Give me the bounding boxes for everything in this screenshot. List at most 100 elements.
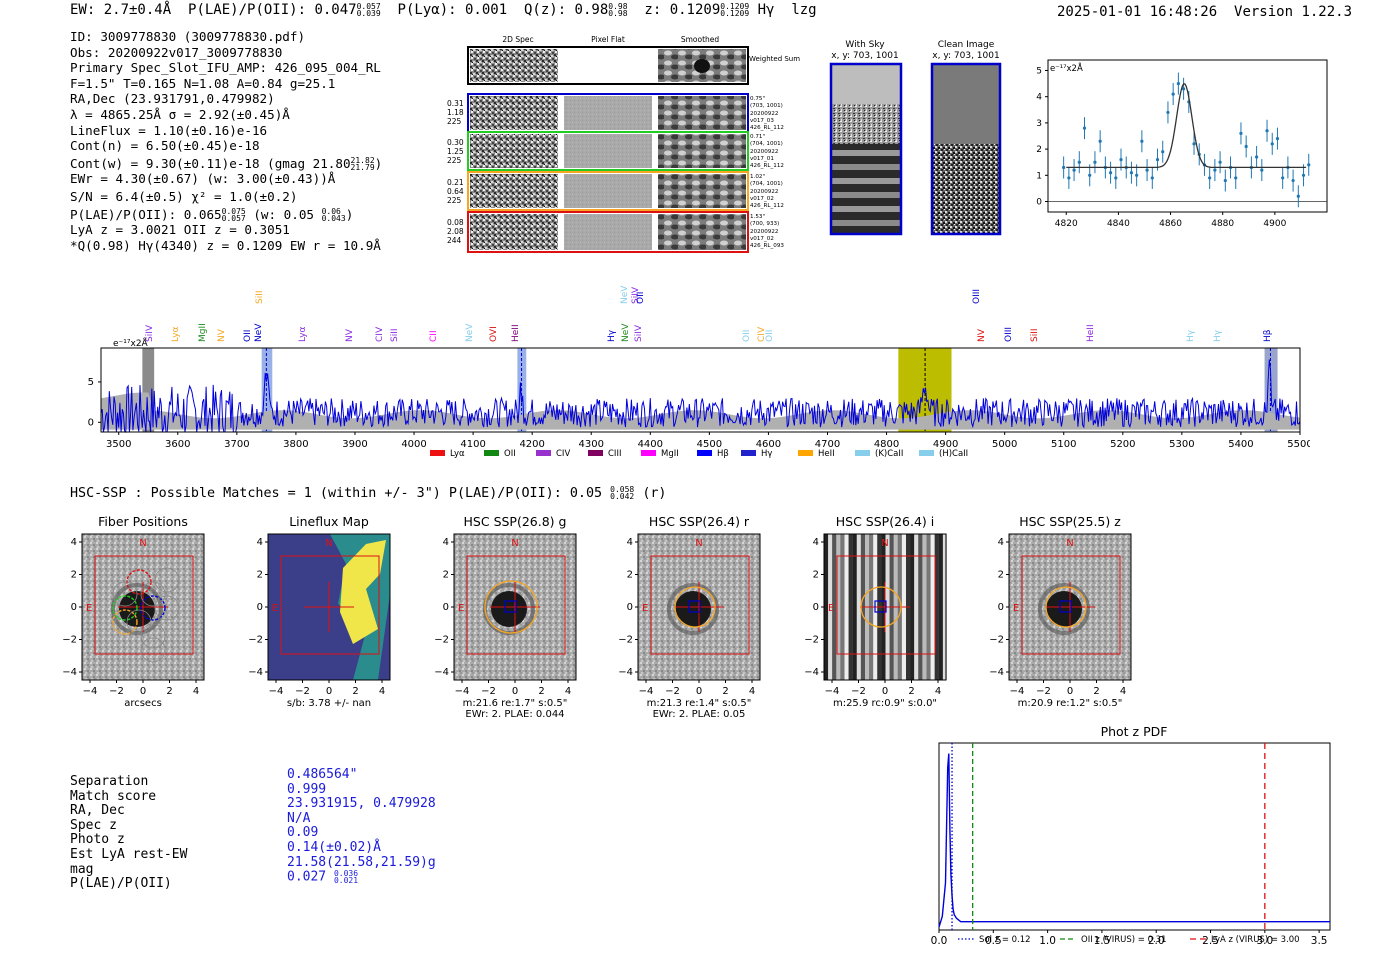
header-plae-sup: 0.057 [356,2,381,11]
photz-xticks: 0.0 0.5 1.0 1.5 2.0 2.5 3.0 3.5 [931,930,1327,947]
match-label-plae: P(LAE)/P(OII) [70,876,172,892]
cutout-row-2-left-1: 0.30 [447,138,464,147]
zoom-data-point [1072,168,1076,172]
hsc-i-stripe [836,534,841,680]
zoom-data-point [1275,137,1280,141]
spectrum-line-label: MgII [198,323,208,342]
spectrum-legend-label: Hγ [761,449,772,459]
zoom-data-point [1135,173,1139,177]
hsc-search-box [94,555,194,655]
zoom-data-point [1108,171,1113,175]
hsc-source-blob [491,591,527,627]
east-label: E [86,603,92,614]
cutout-row-3: 0.21 0.64 225 1.02" (704, 1001) 20200922… [447,171,784,211]
fiber-circle [154,595,180,621]
hsc-ytick-label: −4 [618,667,633,678]
hsc-xtick-label: 2 [1093,686,1099,697]
east-label: E [272,603,278,614]
east-label: E [458,603,464,614]
spectrum-line-label: OIII [1004,327,1014,342]
spectrum-line-label: Lyα [298,326,308,342]
fiber-circle [140,595,166,621]
spectrum-xtick-label: 5400 [1228,439,1253,450]
info-contw: Cont(w) = 9.30(±0.11)e-18 (gmag 21.8021.… [70,155,383,173]
hsc-xtick-label: −4 [825,686,840,697]
match-label-lya-ew: Est LyA rest-EW [70,846,188,862]
spectrum-ytick-label: 5 [88,377,94,388]
info-plae-w: (w: 0.05 [253,206,315,222]
timestamp: 2025-01-01 16:48:26 [1057,4,1218,20]
hsc-aperture-circle [484,580,538,634]
zoom-xticks: 4820 4840 4860 4880 4900 [1055,212,1287,229]
spectrum-xtick-label: 4100 [460,439,485,450]
spectrum-legend-swatch [798,450,813,456]
match-value-plae: 0.027 0.036 0.021 [287,870,436,885]
spectrum-legend-swatch [741,450,756,456]
photz-pdf-plot: Phot z PDF 0.0 0.5 1.0 1.5 2.0 2.5 3.0 3.5 Sol … [931,724,1331,947]
cutout-row-2-right-5: 426_RL_112 [750,163,784,169]
hsc-caption-1: m:21.3 re:1.4" s:0.5" [647,698,752,709]
cutout-row-4-left-3: 244 [447,236,462,245]
cutout-row-3-right-5: 426_RL_112 [750,203,784,209]
match-value-lya-ew: 0.14(±0.02)Å [287,839,381,855]
with-sky-image [829,62,903,236]
cutout-row-1-right-2: (703, 1001) [750,103,783,109]
hsc-ytick-label: 0 [998,602,1004,613]
zoom-xtick-label: 4820 [1055,219,1078,229]
hsc-ytick-label: 2 [443,570,449,581]
hsc-ytick-label: 4 [998,537,1004,548]
zoom-ytick-label: 3 [1036,119,1042,129]
fiber-circle [112,581,138,607]
hsc-i-stripe [910,534,915,680]
zoom-data-point [1234,176,1238,180]
hsc-xtick-label: 4 [379,686,385,697]
spectrum-legend-swatch [536,450,551,456]
spectrum-legend-label: (K)CaII [875,449,903,459]
fiber-circle [140,637,166,663]
zoom-ytick-label: 4 [1036,93,1042,103]
photz-xtick-label: 1.5 [1094,935,1111,947]
hsc-source-halo [667,583,719,635]
spectrum-ytick-label: 0 [88,417,94,428]
match-values: 0.486564" 0.999 23.931915, 0.479928 N/A … [287,767,436,885]
fiber-circle [154,567,180,593]
fiber-circle [140,581,166,607]
cutout-row-3-left-2: 0.64 [447,187,464,196]
zoom-data-point [1254,155,1259,159]
cutout-row-3-left-3: 225 [447,196,462,205]
zoom-data-point [1218,160,1222,164]
zoom-data-point [1244,144,1248,149]
version: Version 1.22.3 [1234,4,1353,20]
lineflux-map-peak [340,540,386,644]
zoom-data-point [1114,176,1118,180]
hsc-xtick-label: 0 [326,686,332,697]
hsc-xtick-label: 0 [1067,686,1073,697]
info-obs: Obs: 20200922v017_3009778830 [70,44,283,60]
hsc-xtick-label: −2 [481,686,496,697]
info-contw-text: Cont(w) = 9.30(±0.11)e-18 (gmag 21.80 [70,155,351,171]
zoom-data-point [1239,131,1243,135]
match-label-photoz: Photo z [70,832,125,848]
cutout-row-2-smoothed [658,134,746,168]
zoom-ytick-label: 5 [1036,66,1042,76]
cutout-row-3-2d [470,174,558,208]
hsc-xtick-label: 2 [908,686,914,697]
spectrum-frame [100,347,1301,433]
hsc-xtick-label: 2 [722,686,728,697]
zoom-ytick-label: 2 [1036,145,1042,155]
zoom-data-point [1067,176,1071,180]
east-label: E [1013,603,1019,614]
hsc-xtick-label: −2 [665,686,680,697]
hsc-caption-1: arcsecs [124,698,162,709]
cutout-row-1-left-2: 1.18 [447,108,464,117]
hsc-xtick-label: 2 [538,686,544,697]
cutout-row-3-right-3: 20200922 [750,189,778,195]
hsc-xtick-label: −2 [851,686,866,697]
hsc-ytick-label: −2 [804,635,819,646]
hsc-summary-tail: (r) [642,486,667,501]
photz-xtick-label: 2.5 [1202,935,1219,947]
weighted-sum-label: Weighted Sum [749,55,800,63]
hsc-ytick-label: 4 [443,537,449,548]
info-id: ID: 3009778830 (3009778830.pdf) [70,29,306,44]
